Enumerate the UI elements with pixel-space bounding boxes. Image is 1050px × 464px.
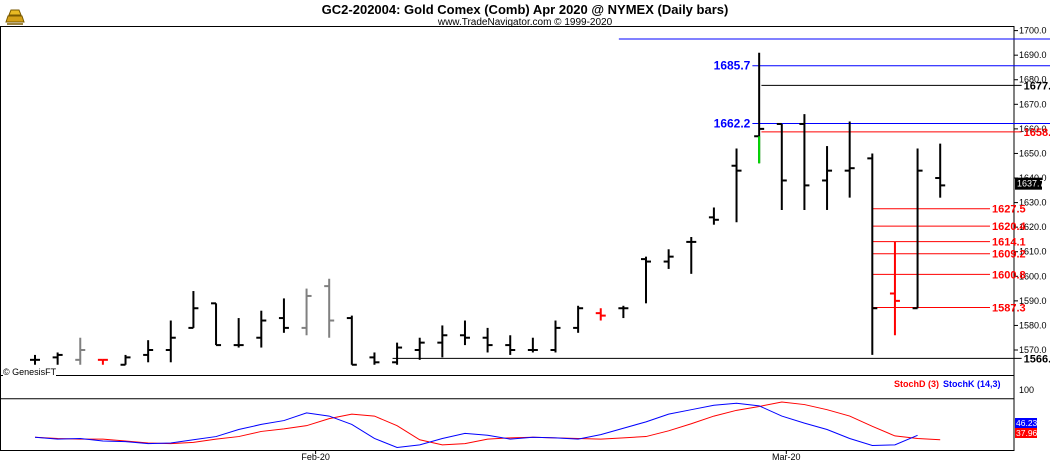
ohlc-bar <box>120 354 131 366</box>
ohlc-bar <box>573 305 584 333</box>
ohlc-bar <box>935 143 946 198</box>
chart-title: GC2-202004: Gold Comex (Comb) Apr 2020 @… <box>321 2 729 17</box>
ohlc-bar <box>256 310 267 348</box>
ohlc-bar <box>278 298 289 333</box>
stoch-k-value-box <box>1015 418 1037 428</box>
y-tick-label: 1670.0 <box>1019 99 1047 109</box>
level-label: 1662.2 <box>714 116 751 130</box>
y-tick-label: 1700.0 <box>1019 26 1047 36</box>
y-tick-label: 1590.0 <box>1019 296 1047 306</box>
data-credit: © GenesisFT <box>3 367 57 377</box>
y-tick-label: 1680.0 <box>1019 75 1047 85</box>
chart-subtitle: www.TradeNavigator.com © 1999-2020 <box>437 17 613 28</box>
level-label: 1614.1 <box>992 237 1026 249</box>
level-label: 1677.7 <box>1024 80 1050 92</box>
ohlc-bar <box>369 352 380 365</box>
ohlc-bar <box>97 358 108 365</box>
level-label: 1627.5 <box>992 204 1026 216</box>
ohlc-bar <box>618 305 629 319</box>
stoch-series-line <box>34 402 918 448</box>
ohlc-bar <box>188 291 199 329</box>
last-price-box <box>1015 177 1042 190</box>
level-label: 1658.8 <box>1024 127 1050 139</box>
y-tick-label: 1570.0 <box>1019 345 1047 355</box>
ohlc-bar <box>165 320 176 363</box>
level-label: 1600.8 <box>992 269 1026 281</box>
stoch-series-line <box>34 401 941 446</box>
ohlc-bar <box>731 148 742 223</box>
level-label: 1587.3 <box>992 303 1026 315</box>
ohlc-bar <box>324 278 335 338</box>
stoch-d-value-box <box>1015 428 1037 438</box>
ohlc-bar <box>75 337 86 365</box>
level-label: 1620.4 <box>992 221 1027 233</box>
stoch-d-legend: StochD (3) <box>894 379 939 389</box>
y-tick-label: 1690.0 <box>1019 50 1047 60</box>
ohlc-bar <box>211 302 222 347</box>
y-tick-label: 1630.0 <box>1019 198 1047 208</box>
ohlc-bar <box>776 122 787 210</box>
last-price-label: 1637.7 <box>1017 179 1045 189</box>
ohlc-bar <box>867 153 878 355</box>
ohlc-bar <box>889 241 900 336</box>
ohlc-bar <box>844 121 855 198</box>
ohlc-bar <box>437 325 448 358</box>
y-tick-label: 1610.0 <box>1019 247 1047 257</box>
ohlc-bar <box>550 320 561 353</box>
ohlc-bar <box>346 315 357 366</box>
level-label: 1609.2 <box>992 249 1026 261</box>
ohlc-bar <box>233 318 244 348</box>
stoch-d-value: 37.96 <box>1016 428 1038 438</box>
y-tick-label: 1660.0 <box>1019 124 1047 134</box>
level-label: 1566.6 <box>1024 353 1050 365</box>
ohlc-bar <box>505 335 516 355</box>
stoch-panel-frame <box>0 375 1015 451</box>
price-panel-frame <box>0 26 1015 376</box>
y-tick-label: 1580.0 <box>1019 320 1047 330</box>
ohlc-bar <box>482 327 493 353</box>
x-tick-label: Feb-20 <box>301 452 330 462</box>
ohlc-bar <box>663 249 674 269</box>
ohlc-bar <box>392 342 403 365</box>
stoch-k-value: 46.23 <box>1016 418 1038 428</box>
level-label: 1685.7 <box>714 59 751 73</box>
ohlc-bar <box>641 256 652 304</box>
y-tick-label: 1650.0 <box>1019 148 1047 158</box>
stoch-tick-label: 100 <box>1019 385 1034 395</box>
x-tick-label: Mar-20 <box>772 452 801 462</box>
ohlc-bar <box>459 320 470 346</box>
ohlc-bar <box>822 146 833 210</box>
ohlc-bar <box>686 236 697 274</box>
ohlc-bar <box>143 340 154 363</box>
stoch-k-legend: StochK (14,3) <box>943 379 1001 389</box>
ohlc-bar <box>414 337 425 360</box>
app-logo-icon <box>4 4 26 26</box>
ohlc-bar <box>301 288 312 336</box>
y-tick-label: 1600.0 <box>1019 271 1047 281</box>
ohlc-bar <box>52 352 63 365</box>
ohlc-bar <box>527 337 538 353</box>
ohlc-bar <box>595 308 606 321</box>
ohlc-bar <box>912 148 923 310</box>
ohlc-bar <box>708 207 719 225</box>
ohlc-bar <box>799 114 810 210</box>
ohlc-bar <box>30 354 40 365</box>
y-tick-label: 1620.0 <box>1019 222 1047 232</box>
